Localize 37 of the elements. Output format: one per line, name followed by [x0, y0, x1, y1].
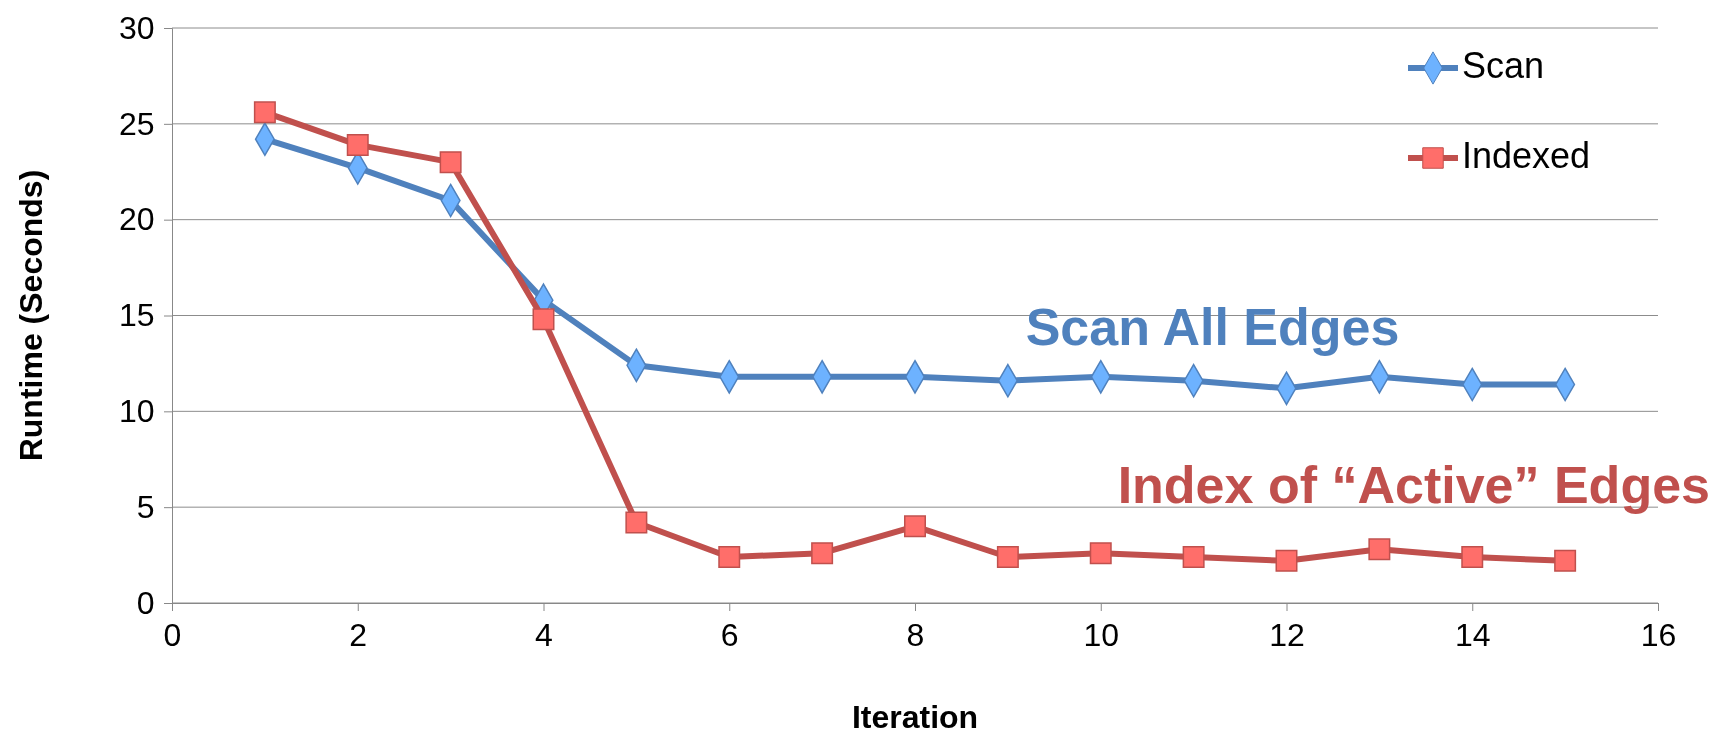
annotation: Scan All Edges [1025, 297, 1400, 356]
point [1554, 549, 1577, 572]
point [253, 101, 276, 124]
x-tick-label: 16 [1640, 617, 1677, 653]
x-tick-label: 12 [1269, 617, 1305, 653]
y-tick-label: 30 [119, 9, 155, 46]
y-tick-label: 10 [119, 393, 155, 430]
legend-label: Scan [1462, 44, 1545, 86]
x-axis-title: Iteration [851, 699, 979, 735]
x-tick-label: 2 [349, 617, 368, 653]
point [1275, 549, 1298, 572]
point [1182, 546, 1205, 568]
y-axis-title: Runtime (Seconds) [13, 169, 49, 462]
legend-label: Indexed [1462, 134, 1591, 176]
point [439, 151, 462, 174]
point [625, 511, 648, 534]
x-tick-label: 0 [163, 617, 182, 653]
x-tick-label: 6 [720, 617, 739, 653]
y-tick-label: 5 [136, 488, 155, 525]
annotation: Index of “Active” Edges [1117, 456, 1710, 515]
point [718, 546, 741, 568]
point [904, 515, 926, 538]
y-tick-label: 0 [136, 584, 155, 621]
point [1368, 538, 1391, 561]
point [1089, 542, 1112, 565]
x-tick-label: 8 [906, 617, 925, 653]
y-tick-label: 20 [119, 201, 155, 238]
point [811, 542, 834, 565]
point [1461, 546, 1484, 568]
y-tick-label: 25 [119, 105, 155, 142]
x-tick-label: 10 [1083, 617, 1120, 653]
y-tick-label: 15 [119, 297, 155, 334]
point [996, 546, 1019, 568]
x-tick-label: 4 [535, 617, 553, 653]
point [346, 133, 369, 156]
x-tick-label: 14 [1454, 617, 1491, 653]
point [532, 308, 555, 331]
